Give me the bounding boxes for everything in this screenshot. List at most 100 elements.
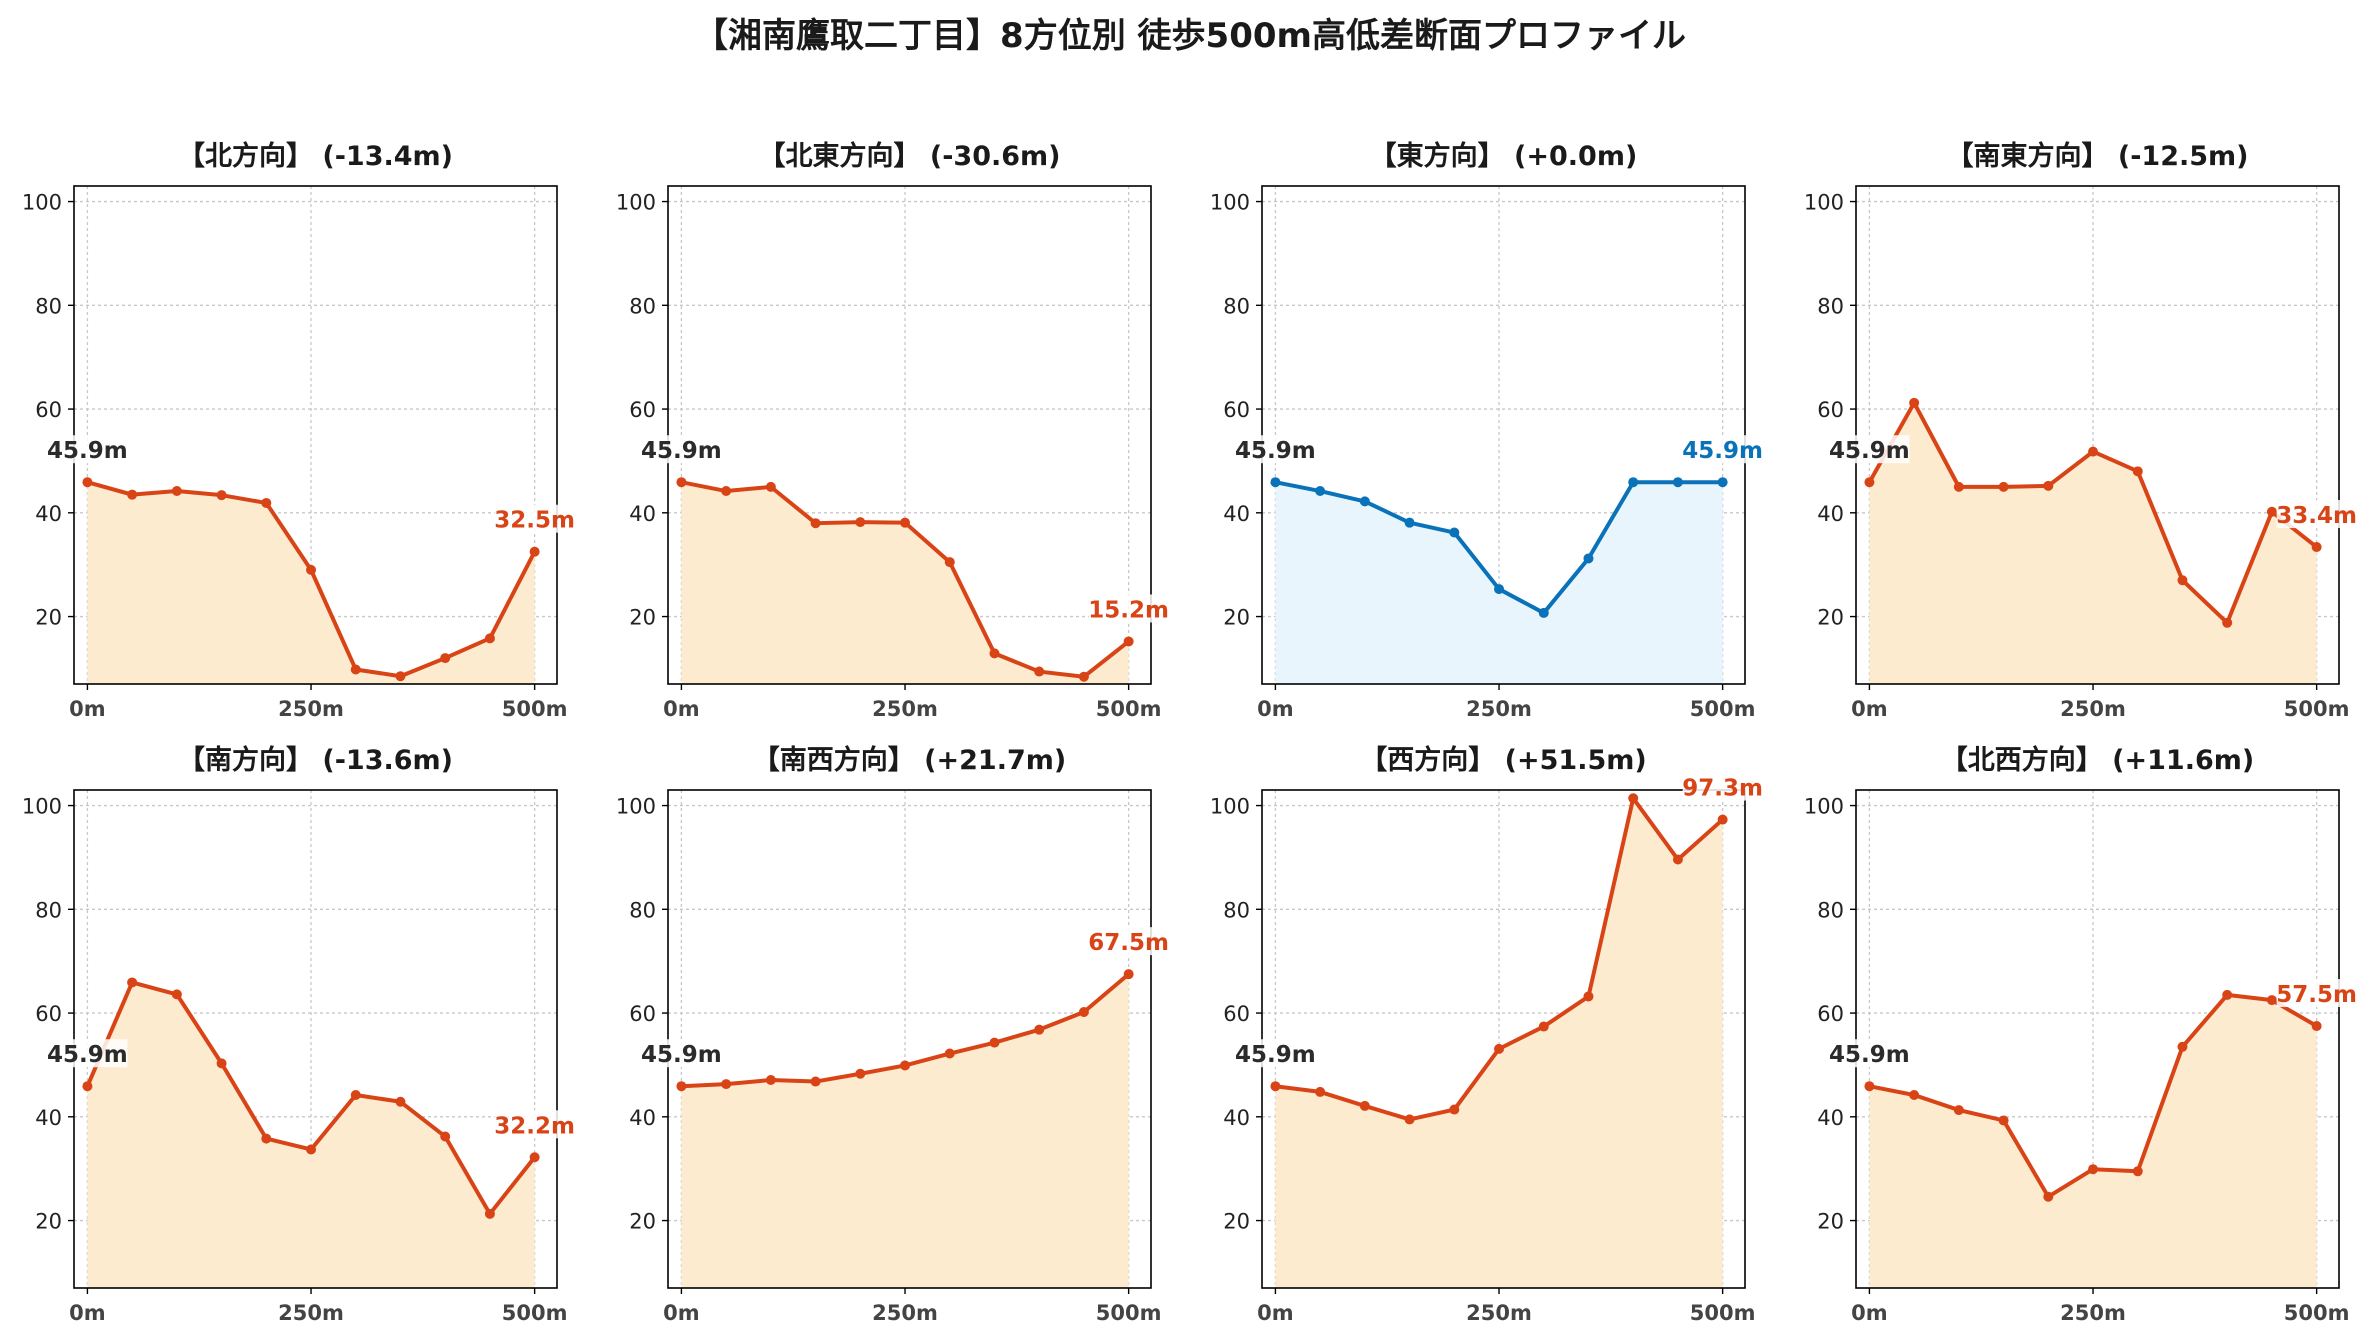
data-point xyxy=(82,477,93,488)
data-point xyxy=(1034,666,1045,677)
data-point xyxy=(1404,517,1415,528)
y-tick-label: 60 xyxy=(1223,1002,1250,1026)
start-label-bg xyxy=(1235,1039,1316,1068)
start-elevation-label: 45.9m xyxy=(1829,1042,1910,1068)
start-elevation-label: 45.9m xyxy=(641,438,722,464)
y-tick-label: 80 xyxy=(35,294,62,318)
data-point xyxy=(1034,1024,1045,1035)
y-tick-label: 40 xyxy=(1817,1106,1844,1130)
panel-title: 【北西方向】 (+11.6m) xyxy=(1941,744,2254,776)
chart-panel-8: 【北西方向】 (+11.6m) 20 40 60 80 100 0m 250m 500m 45.9… xyxy=(1804,744,2357,1325)
data-point xyxy=(171,989,182,1000)
start-elevation-label: 45.9m xyxy=(47,438,128,464)
end-elevation-label: 15.2m xyxy=(1088,597,1169,623)
y-tick-label: 80 xyxy=(629,294,656,318)
y-tick-label: 80 xyxy=(1223,898,1250,922)
y-tick-label: 40 xyxy=(629,502,656,526)
y-tick-label: 60 xyxy=(629,1002,656,1026)
elevation-area xyxy=(1869,402,2317,684)
y-tick-label: 80 xyxy=(1817,294,1844,318)
y-tick-label: 100 xyxy=(22,191,62,215)
panel-title: 【南方向】 (-13.6m) xyxy=(178,744,453,776)
data-point xyxy=(1628,793,1639,804)
data-point xyxy=(216,1058,227,1069)
start-label-bg xyxy=(47,435,128,464)
data-point xyxy=(1078,671,1089,682)
data-point xyxy=(1628,477,1639,488)
end-label-bg xyxy=(1682,772,1763,801)
data-point xyxy=(1864,477,1875,488)
elevation-area xyxy=(1275,482,1723,684)
axes-frame xyxy=(1855,185,2340,685)
end-elevation-label: 67.5m xyxy=(1088,930,1169,956)
data-point xyxy=(1315,486,1326,497)
data-point xyxy=(529,546,540,557)
data-point xyxy=(765,1074,776,1085)
data-point xyxy=(2132,466,2143,477)
data-point xyxy=(2177,1041,2188,1052)
x-tick-label: 0m xyxy=(663,1301,700,1325)
data-point xyxy=(855,1068,866,1079)
x-tick-label: 500m xyxy=(1096,697,1162,721)
data-point xyxy=(1583,991,1594,1002)
y-tick-label: 40 xyxy=(1223,1106,1250,1130)
y-tick-label: 100 xyxy=(1804,191,1844,215)
data-point xyxy=(127,977,138,988)
y-tick-label: 100 xyxy=(616,191,656,215)
data-point xyxy=(1494,584,1505,595)
elevation-area xyxy=(1869,994,2317,1288)
data-point xyxy=(2043,480,2054,491)
data-point xyxy=(440,1131,451,1142)
data-point xyxy=(1404,1114,1415,1125)
start-label-bg xyxy=(1829,435,1910,464)
axes-frame xyxy=(667,789,1152,1289)
end-elevation-label: 33.4m xyxy=(2276,503,2357,529)
y-tick-label: 80 xyxy=(1817,898,1844,922)
y-tick-label: 100 xyxy=(1210,191,1250,215)
end-label-bg xyxy=(1088,594,1169,623)
x-tick-label: 250m xyxy=(872,697,938,721)
data-point xyxy=(1909,397,1920,408)
y-tick-label: 20 xyxy=(35,606,62,630)
data-point xyxy=(2311,1021,2322,1032)
data-point xyxy=(1078,1007,1089,1018)
data-point xyxy=(127,489,138,500)
data-point xyxy=(395,1096,406,1107)
x-tick-label: 500m xyxy=(1690,697,1756,721)
chart-panel-7: 【西方向】 (+51.5m) 20 40 60 80 100 0m 250m 500m 45.9m… xyxy=(1210,744,1763,1325)
chart-panel-2: 【北東方向】 (-30.6m) 20 40 60 80 100 0m 250m 500m 45.9… xyxy=(616,140,1169,721)
x-tick-label: 250m xyxy=(1466,697,1532,721)
data-point xyxy=(1449,1104,1460,1115)
data-point xyxy=(721,486,732,497)
y-tick-label: 40 xyxy=(35,502,62,526)
data-point xyxy=(261,1133,272,1144)
panel-title: 【南東方向】 (-12.5m) xyxy=(1946,140,2248,172)
panel-title: 【東方向】 (+0.0m) xyxy=(1370,140,1638,172)
data-point xyxy=(1953,1105,1964,1116)
end-label-bg xyxy=(494,1110,575,1139)
data-point xyxy=(306,1144,317,1155)
y-tick-label: 80 xyxy=(629,898,656,922)
data-point xyxy=(1717,814,1728,825)
data-point xyxy=(989,648,1000,659)
start-elevation-label: 45.9m xyxy=(1235,438,1316,464)
data-point xyxy=(1270,477,1281,488)
end-label-bg xyxy=(2276,500,2357,529)
y-tick-label: 20 xyxy=(1223,606,1250,630)
data-point xyxy=(900,1060,911,1071)
data-point xyxy=(1315,1086,1326,1097)
data-point xyxy=(944,557,955,568)
axes-frame xyxy=(73,185,558,685)
data-point xyxy=(1123,969,1134,980)
x-tick-label: 0m xyxy=(1257,697,1294,721)
x-tick-label: 0m xyxy=(663,697,700,721)
data-point xyxy=(1864,1081,1875,1092)
elevation-area xyxy=(1275,798,1723,1288)
axes-frame xyxy=(73,789,558,1289)
data-point xyxy=(2266,995,2277,1006)
end-elevation-label: 57.5m xyxy=(2276,982,2357,1008)
x-tick-label: 250m xyxy=(2060,697,2126,721)
chart-panel-4: 【南東方向】 (-12.5m) 20 40 60 80 100 0m 250m 500m 45.9… xyxy=(1804,140,2357,721)
data-point xyxy=(944,1048,955,1059)
